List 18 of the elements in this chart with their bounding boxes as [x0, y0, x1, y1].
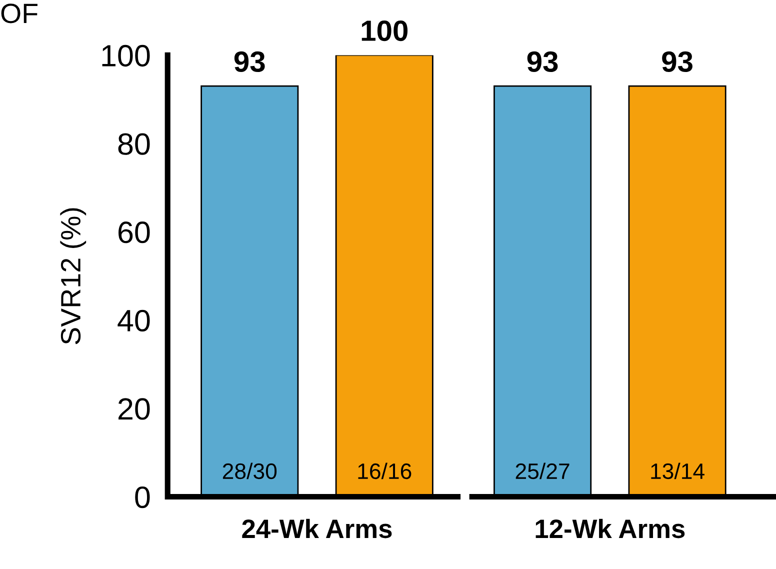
- text: OF: [1, 4, 38, 24]
- data-label: 100: [362, 20, 408, 42]
- annotation: 13/14: [651, 462, 704, 480]
- annotation: 28/30: [222, 462, 277, 480]
- annotation: 16/16: [358, 462, 412, 480]
- y-tick-label: 80: [118, 133, 150, 155]
- data-label: 93: [527, 51, 558, 72]
- x-tick-label: 24-Wk Arms: [242, 518, 392, 538]
- data-label: 93: [234, 51, 265, 72]
- x-tick-label: 12-Wk Arms: [536, 518, 685, 538]
- y-tick-label: 60: [118, 222, 150, 244]
- data-label: 93: [662, 51, 692, 72]
- y-tick-label: 100: [102, 44, 150, 67]
- y-axis-title: SVR12 (%): [60, 208, 86, 344]
- annotation: 25/27: [516, 462, 570, 480]
- y-tick-label: 40: [118, 310, 150, 332]
- y-tick-label: 20: [118, 398, 150, 420]
- y-tick-label: 0: [135, 486, 150, 508]
